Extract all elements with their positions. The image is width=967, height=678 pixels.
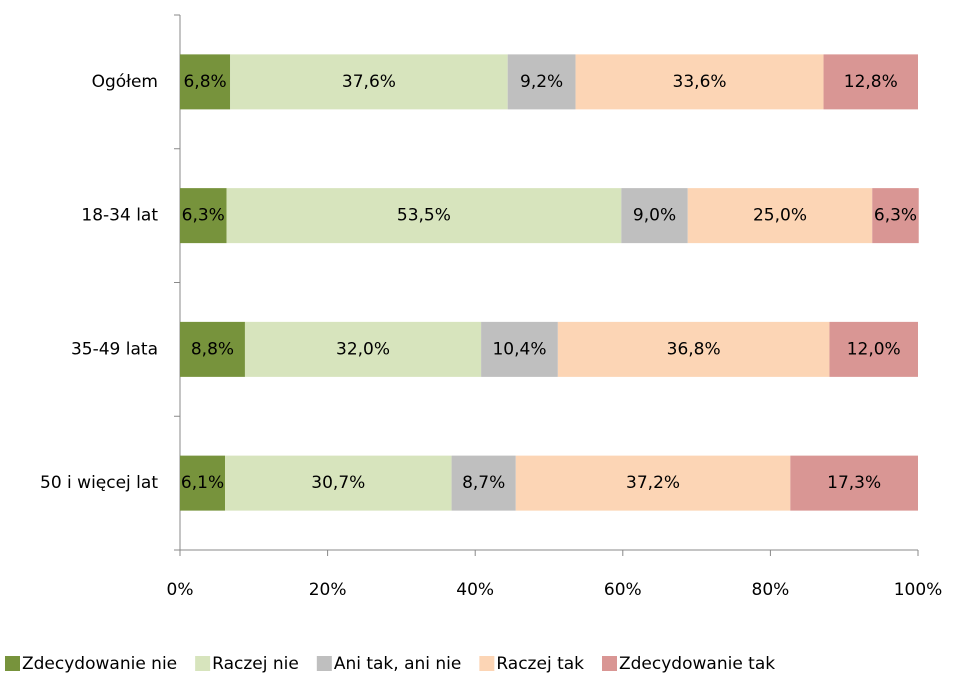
data-label: 6,3% xyxy=(182,206,225,226)
bar-segment xyxy=(575,54,824,110)
bar-segment xyxy=(244,321,482,377)
bar-segment xyxy=(621,188,688,244)
data-label: 6,8% xyxy=(183,72,226,92)
bar-segment xyxy=(226,188,622,244)
bar-segment xyxy=(823,54,918,110)
data-label: 53,5% xyxy=(397,206,451,226)
data-label: 33,6% xyxy=(673,72,727,92)
category-label: 50 i więcej lat xyxy=(40,473,158,493)
x-tick-label: 100% xyxy=(894,580,943,600)
data-label: 32,0% xyxy=(336,339,390,359)
bar-segment xyxy=(507,54,576,110)
category-label: 18-34 lat xyxy=(81,206,158,226)
bar-segment xyxy=(180,188,227,244)
category-label: Ogółem xyxy=(92,72,158,92)
x-tick-label: 0% xyxy=(167,580,194,600)
legend-label: Zdecydowanie nie xyxy=(22,654,177,674)
bar-segment xyxy=(180,455,226,511)
bar-segment xyxy=(451,455,516,511)
legend-swatch xyxy=(195,656,211,671)
bar-segment xyxy=(230,54,508,110)
category-label: 35-49 lata xyxy=(71,339,158,359)
data-label: 17,3% xyxy=(827,473,881,493)
bar-segment xyxy=(557,321,830,377)
x-tick-label: 80% xyxy=(752,580,790,600)
bar-segment xyxy=(829,321,918,377)
data-label: 8,8% xyxy=(191,339,234,359)
legend-swatch xyxy=(316,656,332,671)
legend-label: Zdecydowanie tak xyxy=(619,654,775,674)
bar-segment xyxy=(687,188,873,244)
x-tick-label: 20% xyxy=(309,580,347,600)
data-label: 30,7% xyxy=(311,473,365,493)
bar-segment xyxy=(515,455,791,511)
bar-segment xyxy=(481,321,558,377)
legend-swatch xyxy=(5,656,20,671)
x-tick-label: 60% xyxy=(604,580,642,600)
data-label: 6,3% xyxy=(874,206,917,226)
data-label: 12,8% xyxy=(844,72,898,92)
data-label: 9,2% xyxy=(520,72,563,92)
legend-swatch xyxy=(479,656,495,671)
data-label: 9,0% xyxy=(633,206,676,226)
data-label: 6,1% xyxy=(181,473,224,493)
data-label: 10,4% xyxy=(492,339,546,359)
legend-label: Ani tak, ani nie xyxy=(334,654,462,674)
data-label: 37,6% xyxy=(342,72,396,92)
data-label: 8,7% xyxy=(462,473,505,493)
legend-label: Raczej nie xyxy=(212,654,299,674)
bar-segment xyxy=(180,321,245,377)
data-label: 25,0% xyxy=(753,206,807,226)
x-tick-label: 40% xyxy=(456,580,494,600)
bar-segment xyxy=(790,455,918,511)
bar-segment xyxy=(180,54,231,110)
bar-segment xyxy=(872,188,919,244)
bar-segment xyxy=(225,455,452,511)
data-label: 37,2% xyxy=(626,473,680,493)
legend-swatch xyxy=(602,656,617,671)
legend-label: Raczej tak xyxy=(496,654,584,674)
data-label: 36,8% xyxy=(667,339,721,359)
data-label: 12,0% xyxy=(847,339,901,359)
